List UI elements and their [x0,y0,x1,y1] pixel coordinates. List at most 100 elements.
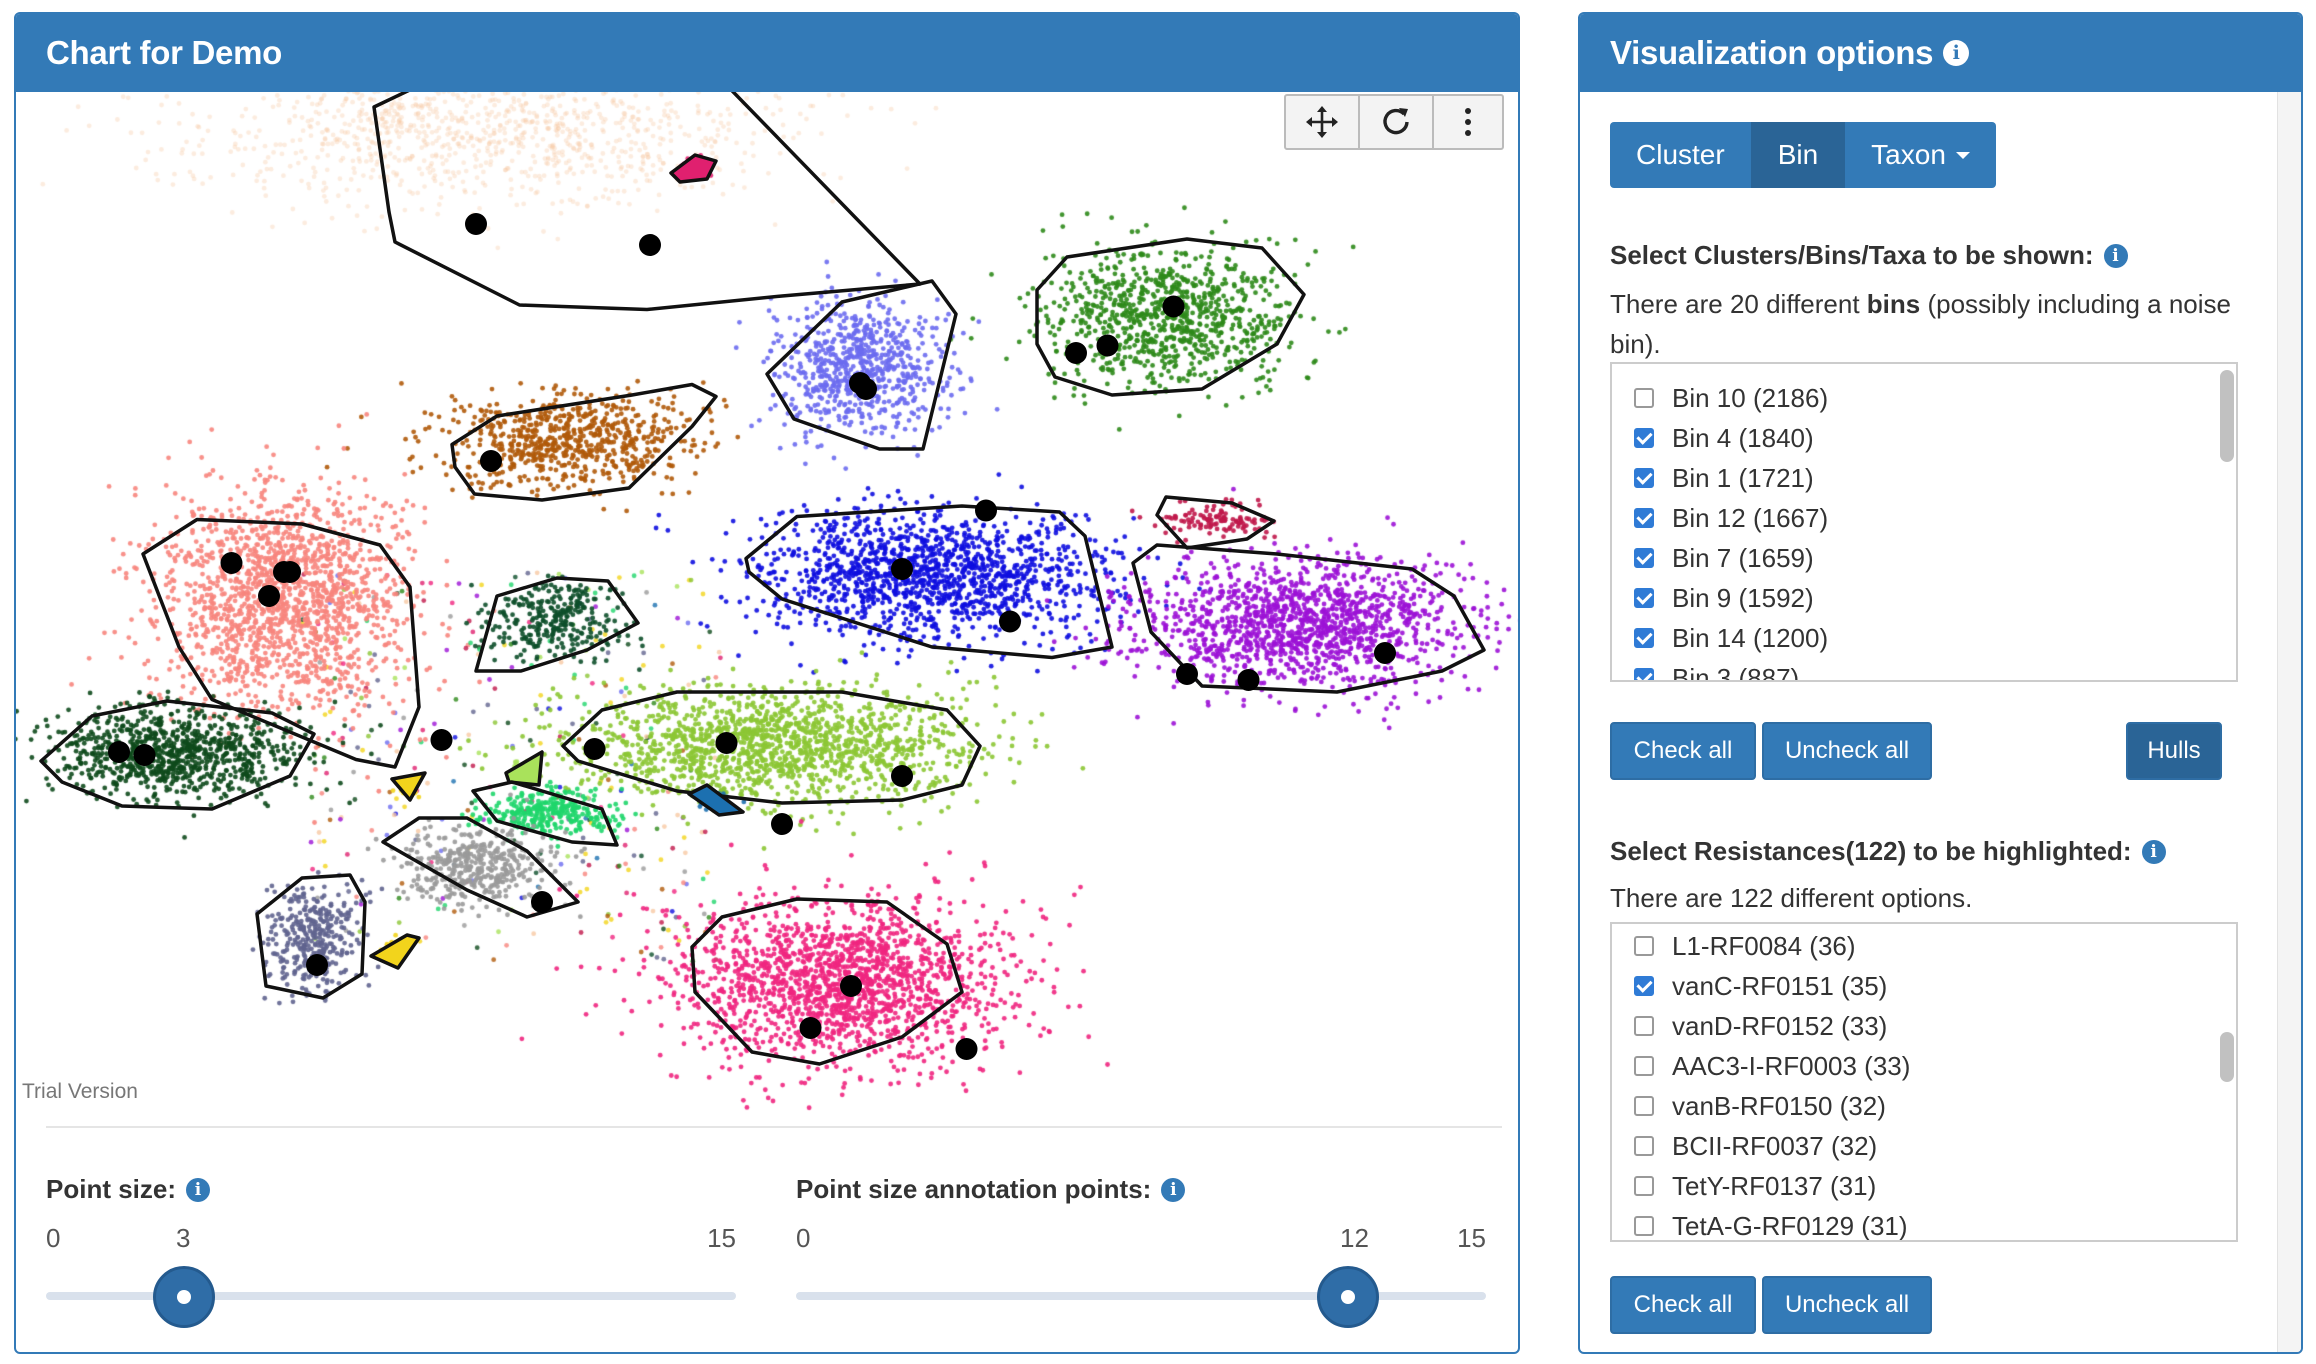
checkbox[interactable] [1634,388,1654,408]
point-size-max: 15 [707,1223,736,1253]
clusters-description-bold: bins [1866,289,1921,319]
annotation-size-scale: 0 12 15 [796,1215,1486,1265]
checkbox[interactable] [1634,1136,1654,1156]
point-size-scale: 0 3 15 [46,1215,736,1265]
resistance-item[interactable]: vanD-RF0152 (33) [1612,1006,2236,1046]
info-icon[interactable]: i [186,1177,211,1202]
info-icon[interactable]: i [1161,1177,1186,1202]
bin-item-label: Bin 14 (1200) [1672,622,1829,653]
point-size-track[interactable] [46,1292,736,1300]
tab-taxon-dropdown[interactable]: Taxon [1845,122,1996,188]
checkbox[interactable] [1634,1096,1654,1116]
resistance-item[interactable]: vanB-RF0150 (32) [1612,1086,2236,1126]
resistance-item[interactable]: TetY-RF0137 (31) [1612,1166,2236,1206]
options-panel: Visualization options i Cluster Bin Taxo… [1578,12,2303,1354]
bins-check-all-button[interactable]: Check all [1610,722,1756,780]
resistances-uncheck-all-button[interactable]: Uncheck all [1762,1276,1932,1334]
tab-bin-label: Bin [1777,139,1819,170]
resistance-item-label: TetA-G-RF0129 (31) [1672,1210,1908,1241]
resistance-item[interactable]: AAC3-I-RF0003 (33) [1612,1046,2236,1086]
info-icon[interactable]: i [1943,40,1970,66]
options-panel-scrollbar[interactable] [2277,92,2301,1352]
bin-item-label: Bin 12 (1667) [1672,502,1829,533]
move-arrows-icon [1306,106,1338,138]
pan-button[interactable] [1286,96,1360,148]
bin-item[interactable]: Bin 1 (1721) [1612,458,2236,498]
annotation-size-label-row: Point size annotation points: i [796,1174,1486,1205]
resistance-list[interactable]: L1-RF0084 (36) vanC-RF0151 (35) vanD-RF015… [1610,922,2238,1242]
grouping-tabs: Cluster Bin Taxon [1610,122,1996,188]
resistances-check-all-label: Check all [1633,1291,1733,1318]
resistance-list-scrollbar[interactable] [2220,1032,2234,1082]
checkbox[interactable] [1634,508,1654,528]
chart-toolbar [1284,94,1504,150]
bin-item-label: Bin 10 (2186) [1672,382,1829,413]
trial-watermark: Trial Version [22,1080,138,1103]
resistances-description: There are 122 different options. [1610,883,1973,913]
bin-item[interactable]: Bin 10 (2186) [1612,378,2236,418]
chart-panel-title: Chart for Demo [46,34,282,71]
tab-cluster[interactable]: Cluster [1610,122,1752,188]
checkbox[interactable] [1634,588,1654,608]
checkbox[interactable] [1634,468,1654,488]
resistance-item[interactable]: BCII-RF0037 (32) [1612,1126,2236,1166]
resistance-item-label: vanB-RF0150 (32) [1672,1090,1886,1121]
point-size-slider: Point size: i 0 3 15 [46,1174,736,1334]
annotation-size-track[interactable] [796,1292,1486,1300]
bin-item[interactable]: Bin 4 (1840) [1612,418,2236,458]
resistance-item[interactable]: vanC-RF0151 (35) [1612,966,2236,1006]
annotation-size-handle[interactable] [1317,1266,1379,1328]
info-icon[interactable]: i [2141,839,2166,864]
reset-view-button[interactable] [1360,96,1434,148]
bins-uncheck-all-label: Uncheck all [1784,737,1910,764]
point-size-handle[interactable] [153,1266,215,1328]
resistances-check-all-button[interactable]: Check all [1610,1276,1756,1334]
bin-item[interactable]: Bin 12 (1667) [1612,498,2236,538]
checkbox[interactable] [1634,976,1654,996]
resistance-item-label: L1-RF0084 (36) [1672,930,1856,961]
info-icon[interactable]: i [2103,243,2128,268]
resistances-uncheck-all-label: Uncheck all [1784,1291,1910,1318]
annotation-size-slider: Point size annotation points: i 0 12 15 [796,1174,1486,1334]
bin-item-label: Bin 1 (1721) [1672,462,1814,493]
clusters-section-title-text: Select Clusters/Bins/Taxa to be shown: [1610,240,2094,270]
clusters-description-prefix: There are 20 different [1610,289,1867,319]
chart-menu-button[interactable] [1434,96,1502,148]
checkbox[interactable] [1634,428,1654,448]
bin-item[interactable]: Bin 3 (887) [1612,658,2236,680]
bin-list-scrollbar[interactable] [2220,370,2234,462]
hulls-button[interactable]: Hulls [2126,722,2222,780]
bin-item[interactable]: Bin 7 (1659) [1612,538,2236,578]
resistance-item-label: BCII-RF0037 (32) [1672,1130,1878,1161]
tab-bin[interactable]: Bin [1751,122,1846,188]
vertical-dots-icon [1465,108,1471,136]
resistance-item[interactable]: L1-RF0084 (36) [1612,926,2236,966]
checkbox[interactable] [1634,548,1654,568]
bin-list[interactable]: Bin 10 (2186) Bin 4 (1840) Bin 1 (1721) Bin… [1610,362,2238,682]
checkbox[interactable] [1634,1216,1654,1236]
scatter-plot[interactable] [16,92,1518,1132]
annotation-size-max: 15 [1457,1223,1486,1253]
checkbox[interactable] [1634,628,1654,648]
bin-item[interactable]: Bin 9 (1592) [1612,578,2236,618]
tab-taxon-label: Taxon [1871,139,1946,170]
resistance-item-label: vanD-RF0152 (33) [1672,1010,1888,1041]
checkbox[interactable] [1634,668,1654,680]
bin-item[interactable]: Bin 14 (1200) [1612,618,2236,658]
resistance-items: L1-RF0084 (36) vanC-RF0151 (35) vanD-RF015… [1612,924,2236,1241]
chart-panel-header: Chart for Demo [16,14,1518,92]
checkbox[interactable] [1634,1056,1654,1076]
tab-cluster-label: Cluster [1636,139,1725,170]
reset-icon [1383,108,1409,135]
checkbox[interactable] [1634,1016,1654,1036]
resistances-section-title: Select Resistances(122) to be highlighte… [1610,836,2166,867]
point-size-label-row: Point size: i [46,1174,736,1205]
resistances-section-title-text: Select Resistances(122) to be highlighte… [1610,836,2132,866]
checkbox[interactable] [1634,936,1654,956]
bins-uncheck-all-button[interactable]: Uncheck all [1762,722,1932,780]
resistance-item-label: vanC-RF0151 (35) [1672,970,1888,1001]
bin-item-label: Bin 7 (1659) [1672,542,1814,573]
checkbox[interactable] [1634,1176,1654,1196]
resistance-item[interactable]: TetA-G-RF0129 (31) [1612,1206,2236,1241]
annotation-size-value: 12 [1340,1223,1369,1253]
